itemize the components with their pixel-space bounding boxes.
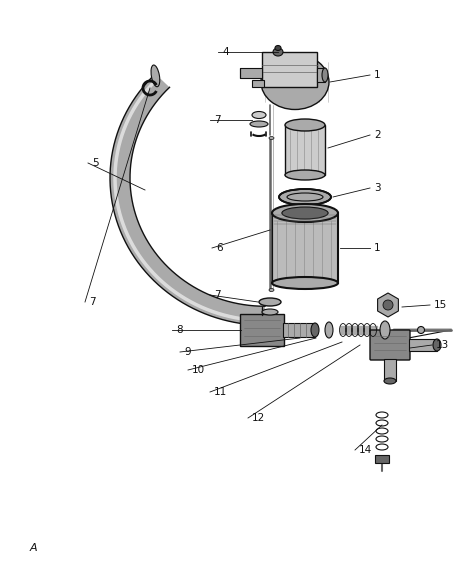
Ellipse shape [259,298,281,306]
Ellipse shape [282,207,328,219]
Text: 9: 9 [184,347,191,357]
Ellipse shape [250,121,268,127]
Text: 6: 6 [216,243,223,253]
Text: 8: 8 [176,325,182,335]
Text: 7: 7 [214,115,220,125]
FancyBboxPatch shape [283,323,315,337]
Text: 3: 3 [374,183,381,193]
Ellipse shape [269,136,274,140]
Ellipse shape [273,48,283,56]
Text: 7: 7 [89,297,96,307]
Text: 15: 15 [434,300,447,310]
Ellipse shape [261,55,329,110]
Text: 5: 5 [92,158,99,168]
Ellipse shape [255,318,275,328]
Text: 14: 14 [359,445,372,455]
Ellipse shape [262,309,278,315]
Text: 11: 11 [214,387,227,397]
Ellipse shape [380,321,390,339]
Ellipse shape [252,111,266,118]
Ellipse shape [151,65,160,87]
Ellipse shape [272,277,338,289]
FancyBboxPatch shape [317,68,325,82]
Text: 13: 13 [436,340,449,350]
Ellipse shape [285,119,325,131]
Text: A: A [30,543,37,553]
FancyBboxPatch shape [409,339,437,351]
Ellipse shape [279,189,331,205]
Bar [272,213,338,283]
Ellipse shape [311,323,319,337]
Ellipse shape [433,339,441,351]
Text: 1: 1 [374,243,381,253]
Text: 7: 7 [214,290,220,300]
Ellipse shape [285,170,325,180]
Text: 4: 4 [222,47,228,57]
FancyBboxPatch shape [375,455,389,463]
Ellipse shape [325,322,333,338]
Text: 2: 2 [374,130,381,140]
Text: 12: 12 [252,413,265,423]
Text: 10: 10 [192,365,205,375]
FancyBboxPatch shape [252,80,264,87]
Ellipse shape [269,288,274,292]
FancyBboxPatch shape [262,52,317,87]
Bar [285,125,325,175]
FancyBboxPatch shape [240,314,284,346]
Ellipse shape [383,300,393,310]
Ellipse shape [322,68,328,82]
Ellipse shape [272,204,338,222]
Ellipse shape [275,45,281,50]
FancyBboxPatch shape [240,68,262,78]
Ellipse shape [418,327,425,333]
Text: 1: 1 [374,70,381,80]
FancyBboxPatch shape [384,359,396,381]
FancyBboxPatch shape [370,330,410,360]
Polygon shape [110,74,265,325]
Ellipse shape [384,378,396,384]
